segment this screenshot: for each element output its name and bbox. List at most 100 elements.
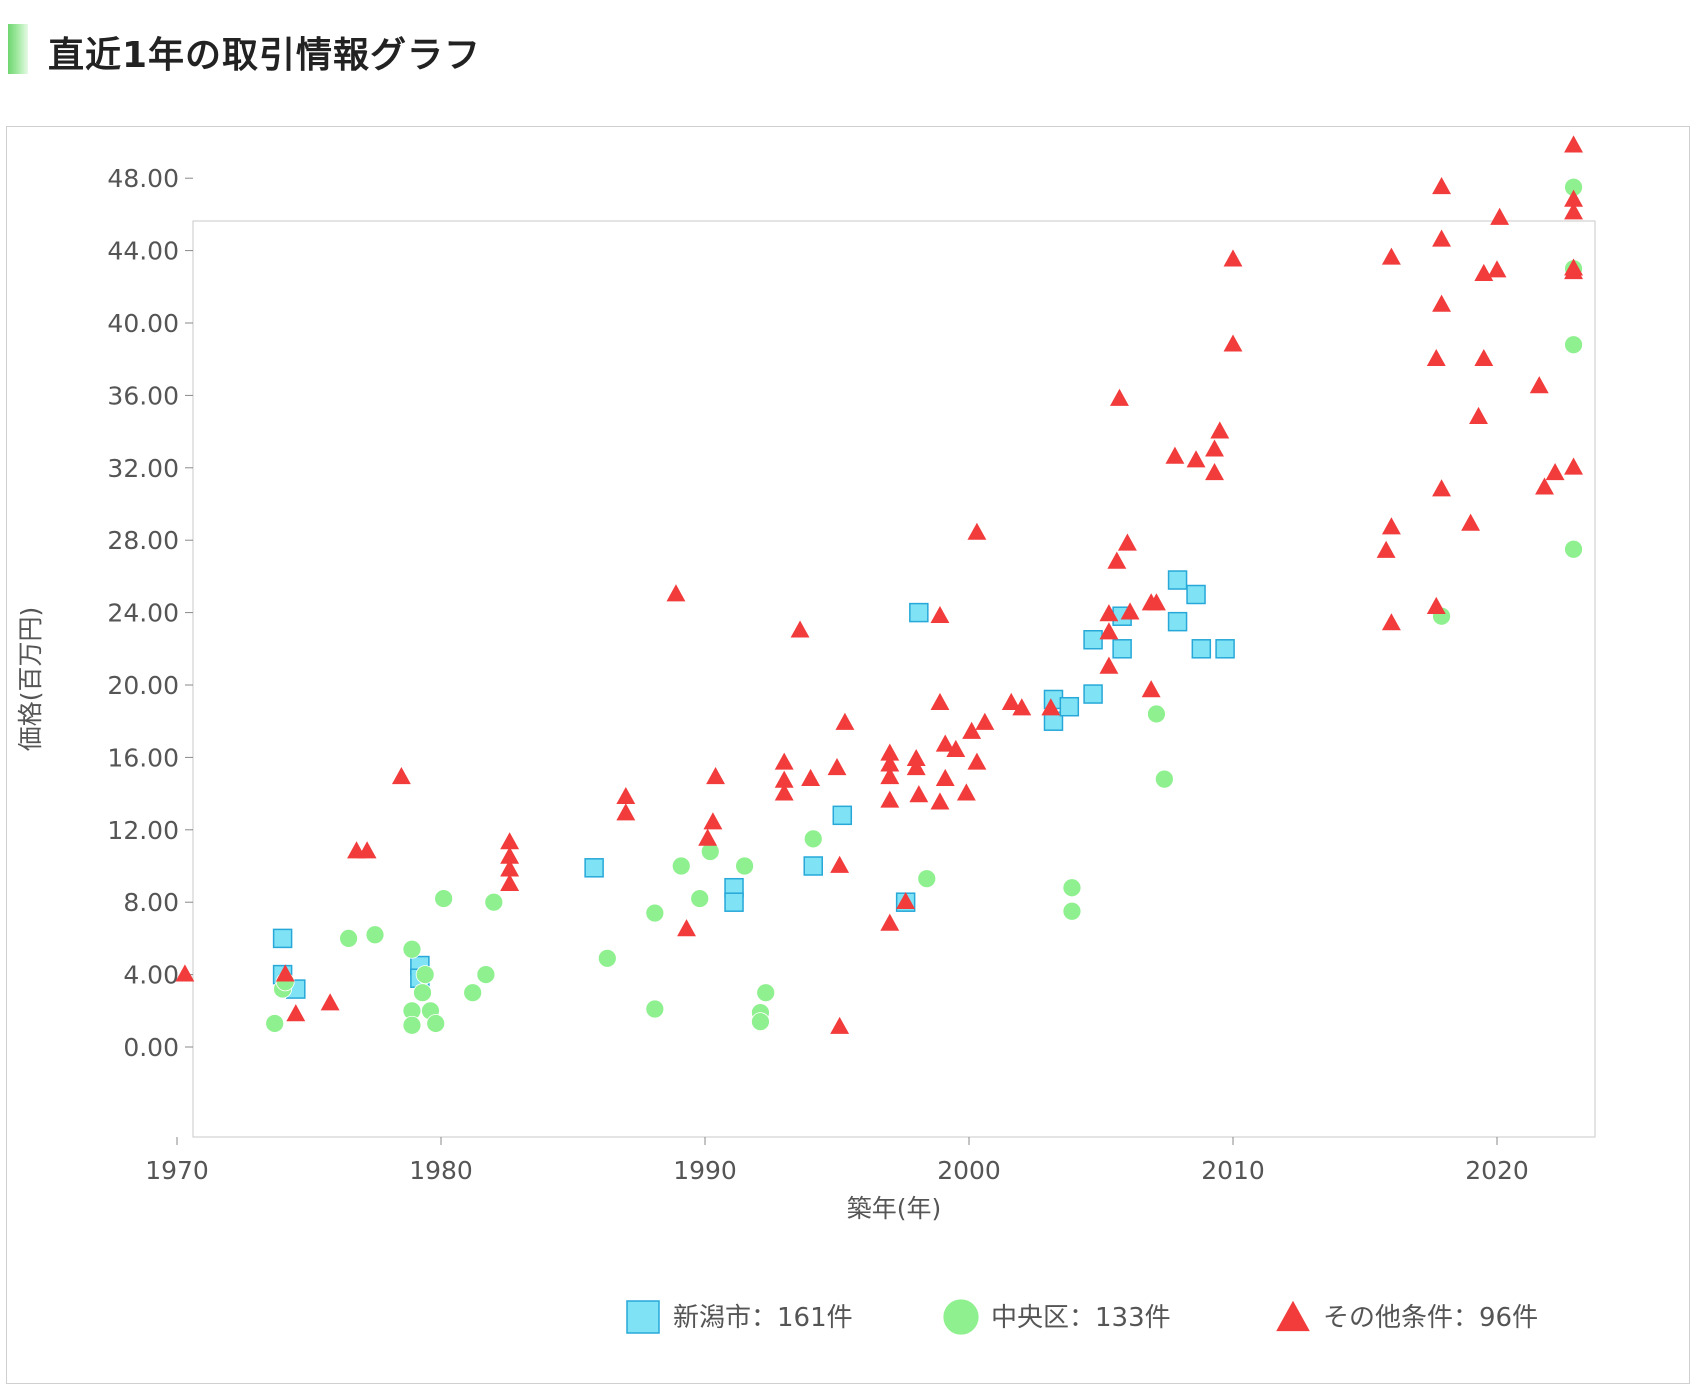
triangle-point	[1461, 513, 1481, 531]
triangle-point	[1099, 656, 1119, 674]
triangle-point	[1469, 406, 1488, 424]
triangle-point	[909, 785, 929, 803]
triangle-point	[880, 767, 900, 785]
triangle-point	[896, 891, 916, 910]
circle-point	[463, 983, 483, 1003]
triangle-point	[357, 841, 377, 859]
y-tick-label: 48.00	[107, 164, 179, 193]
square-point	[1191, 639, 1212, 659]
triangle-point	[880, 754, 900, 772]
circle-point	[476, 965, 496, 984]
circle-point	[803, 829, 823, 849]
title-accent-bar	[8, 24, 28, 74]
circle-point	[402, 939, 422, 959]
triangle-point	[1205, 462, 1224, 481]
triangle-point	[1545, 462, 1565, 481]
legend-square-marker	[626, 1300, 660, 1334]
circle-point	[413, 983, 432, 1003]
circle-point	[671, 856, 691, 876]
circle-point	[645, 903, 665, 923]
circle-point	[1154, 769, 1174, 789]
triangle-point	[1099, 604, 1119, 622]
triangle-point	[774, 770, 794, 788]
triangle-point	[1223, 249, 1243, 267]
y-tick-label: 0.00	[123, 1033, 179, 1062]
y-tick-label: 20.00	[107, 671, 179, 700]
square-point	[584, 858, 604, 878]
triangle-point	[1564, 202, 1584, 220]
triangle-point	[1001, 692, 1021, 710]
legend-label: 新潟市：161件	[673, 1303, 853, 1333]
triangle-point	[1381, 517, 1401, 535]
triangle-point	[1146, 593, 1166, 611]
triangle-point	[1432, 176, 1452, 195]
triangle-point	[962, 721, 982, 739]
circle-point	[339, 929, 359, 948]
x-tick-label: 2010	[1201, 1156, 1265, 1185]
triangle-point	[835, 712, 855, 730]
triangle-point	[801, 768, 821, 786]
triangle-point	[956, 783, 976, 801]
circle-point	[597, 948, 617, 968]
triangle-point	[967, 522, 987, 540]
square-point	[724, 892, 744, 912]
chart-frame: 0.00 4.00 8.00 12.00 16.00 20.00 24.00 28.00 32.…	[6, 126, 1690, 1384]
triangle-point	[1012, 698, 1032, 716]
triangle-point	[1426, 596, 1446, 615]
triangle-point	[1432, 229, 1452, 247]
triangle-point	[930, 605, 950, 624]
triangle-point	[827, 758, 847, 776]
triangle-point	[1564, 135, 1584, 153]
triangle-point	[616, 803, 636, 821]
triangle-point	[1141, 680, 1161, 698]
legend-circle-marker	[942, 1298, 980, 1336]
triangle-point	[703, 812, 723, 830]
circle-point	[1564, 335, 1583, 355]
triangle-point	[616, 786, 636, 805]
triangle-point	[286, 1004, 306, 1022]
triangle-point	[1376, 540, 1396, 558]
circle-point	[735, 856, 754, 876]
triangle-point	[975, 712, 995, 730]
square-point	[803, 856, 823, 876]
triangle-point	[698, 828, 718, 846]
triangle-point	[1099, 622, 1119, 640]
triangle-point	[906, 748, 926, 767]
scatter-chart: 0.00 4.00 8.00 12.00 16.00 20.00 24.00 28.00 32.…	[16, 135, 1596, 1336]
square-point	[1059, 696, 1080, 717]
triangle-point	[1432, 479, 1452, 497]
y-tick-label: 12.00	[107, 816, 179, 845]
triangle-point	[774, 752, 794, 770]
triangle-point	[677, 919, 696, 937]
circle-point	[917, 869, 937, 889]
legend-label: 中央区：133件	[991, 1303, 1171, 1333]
x-tick-label: 2000	[937, 1156, 1001, 1185]
triangle-point	[500, 859, 520, 877]
square-point	[832, 805, 853, 826]
circle-point	[1564, 539, 1583, 559]
triangle-point	[1474, 348, 1494, 367]
y-axis-ticks: 0.00 4.00 8.00 12.00 16.00 20.00 24.00 28.00 32.…	[107, 164, 193, 1062]
triangle-point	[275, 964, 295, 982]
circle-point	[645, 999, 665, 1019]
triangle-point	[1432, 294, 1452, 312]
triangle-point	[500, 832, 520, 850]
circle-point	[756, 983, 776, 1003]
triangle-point	[1426, 348, 1446, 367]
triangle-point	[1117, 533, 1137, 551]
x-tick-label: 2020	[1465, 1156, 1529, 1185]
triangle-point	[1110, 388, 1129, 406]
circle-point	[365, 925, 385, 945]
y-tick-label: 16.00	[107, 743, 179, 772]
triangle-point	[666, 584, 686, 602]
triangle-point	[774, 783, 794, 801]
page-title: 直近1年の取引情報グラフ	[48, 35, 482, 76]
triangle-point	[500, 873, 520, 891]
x-axis-label: 築年(年)	[847, 1194, 942, 1223]
square-point	[1112, 639, 1132, 659]
triangle-point	[967, 752, 987, 770]
x-tick-label: 1980	[409, 1156, 473, 1185]
triangle-point	[1120, 602, 1140, 620]
triangle-point	[1210, 421, 1230, 439]
circle-point	[434, 889, 454, 908]
